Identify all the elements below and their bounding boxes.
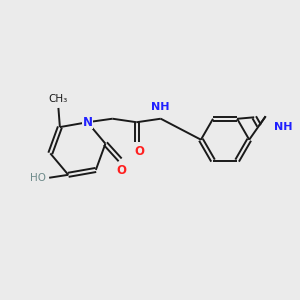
Text: O: O	[117, 164, 127, 177]
Text: NH: NH	[152, 102, 170, 112]
Text: HO: HO	[30, 173, 46, 183]
Text: N: N	[82, 116, 92, 129]
Text: NH: NH	[274, 122, 292, 132]
Text: O: O	[134, 145, 144, 158]
Text: CH₃: CH₃	[49, 94, 68, 104]
